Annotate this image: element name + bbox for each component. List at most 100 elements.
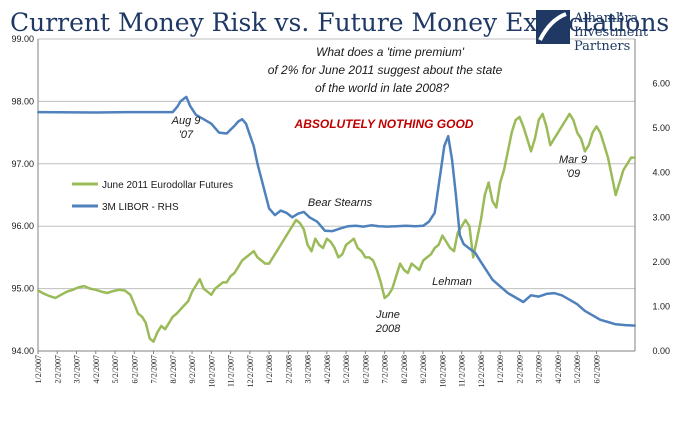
series-0-point-56 — [287, 231, 290, 234]
series-0-point-69 — [337, 256, 340, 259]
series-0-point-78 — [372, 259, 375, 262]
series-1-point-38 — [385, 225, 388, 228]
series-0-point-88 — [410, 262, 413, 265]
x-tick-label-1: 2/2/2007 — [53, 355, 62, 383]
series-0-point-1 — [42, 292, 45, 295]
series-0-point-146 — [634, 156, 636, 159]
series-0-point-63 — [314, 237, 317, 240]
series-0-point-82 — [387, 293, 390, 296]
aug-label-line-1: Aug 9 — [171, 115, 201, 127]
series-1-point-62 — [537, 295, 540, 298]
x-tick-label-0: 1/2/2007 — [34, 355, 43, 383]
series-0-point-110 — [495, 206, 498, 209]
series-1-point-7 — [189, 104, 192, 107]
series-0-point-141 — [614, 194, 617, 196]
x-tick-label-20: 9/2/2008 — [419, 355, 428, 383]
series-0-point-33 — [198, 278, 201, 281]
series-0-point-53 — [275, 250, 278, 253]
series-0-point-80 — [379, 281, 382, 284]
x-tick-label-7: 8/2/2007 — [169, 355, 178, 383]
series-0-point-24 — [160, 325, 163, 327]
series-1-point-18 — [252, 145, 255, 147]
series-0-point-2 — [48, 295, 51, 298]
x-tick-label-26: 3/2/2009 — [535, 355, 544, 383]
series-0-point-106 — [479, 219, 482, 221]
series-1-point-63 — [545, 292, 548, 295]
x-tick-label-15: 4/2/2008 — [323, 355, 332, 383]
x-tick-label-21: 10/2/2008 — [438, 355, 447, 387]
series-1-point-74 — [634, 324, 636, 327]
x-tick-label-3: 4/2/2007 — [92, 355, 101, 383]
series-0-point-121 — [537, 119, 540, 122]
x-tick-label-13: 2/2/2008 — [284, 355, 293, 383]
x-tick-label-2: 3/2/2007 — [73, 355, 82, 383]
series-0-point-93 — [429, 253, 432, 256]
series-0-point-21 — [148, 337, 151, 340]
x-tick-label-17: 6/2/2008 — [361, 355, 370, 383]
logo-line-2: Investment — [574, 25, 649, 40]
x-tick-label-28: 5/2/2009 — [573, 355, 582, 383]
series-0-point-139 — [607, 156, 609, 159]
series-1-point-72 — [614, 323, 617, 326]
series-1-point-25 — [291, 216, 294, 219]
series-0-point-23 — [156, 331, 159, 334]
series-1-point-68 — [583, 309, 586, 312]
series-1-point-54 — [479, 260, 482, 263]
series-1-point-28 — [308, 216, 311, 219]
series-0-point-52 — [271, 256, 274, 259]
series-1-point-42 — [422, 224, 425, 227]
logo-swoosh-icon — [538, 12, 567, 41]
aug-label-line-2: '07 — [179, 129, 194, 141]
series-1-point-8 — [194, 113, 197, 116]
series-0-point-95 — [437, 243, 440, 246]
logo-line-3: Partners — [574, 39, 630, 54]
series-0-point-97 — [445, 240, 448, 243]
series-0-point-127 — [560, 125, 563, 128]
series-1-point-45 — [439, 171, 442, 174]
series-0-point-68 — [333, 247, 336, 249]
x-tick-label-27: 4/2/2009 — [554, 355, 563, 383]
series-1-point-35 — [362, 225, 365, 228]
series-1-point-50 — [458, 234, 461, 237]
series-1-point-12 — [225, 132, 228, 135]
series-1-point-33 — [347, 225, 350, 228]
june-label-line-2: 2008 — [375, 323, 401, 335]
series-0-point-134 — [587, 144, 590, 147]
series-1-point-67 — [576, 303, 579, 306]
question-line-1: What does a 'time premium' — [316, 45, 465, 59]
series-0-point-41 — [229, 275, 232, 278]
series-1-point-58 — [506, 292, 509, 295]
series-1-point-36 — [370, 224, 373, 227]
series-0-point-5 — [65, 290, 68, 293]
right-tick-label-2: 2.00 — [652, 257, 670, 267]
series-0-point-130 — [572, 119, 575, 122]
series-0-point-138 — [603, 144, 606, 147]
series-0-point-27 — [171, 315, 174, 318]
series-1-point-14 — [237, 120, 240, 123]
x-tick-label-5: 6/2/2007 — [130, 355, 139, 383]
x-tick-label-10: 11/2/2007 — [227, 355, 236, 387]
series-0-point-74 — [356, 247, 359, 249]
series-0-point-36 — [210, 293, 213, 296]
series-1-point-15 — [241, 118, 244, 121]
series-0-point-92 — [426, 256, 428, 259]
series-1-point-2 — [129, 111, 132, 114]
series-1-point-17 — [248, 133, 251, 136]
series-0-point-140 — [610, 175, 613, 178]
series-0-point-39 — [221, 281, 224, 284]
series-1-point-64 — [553, 292, 556, 295]
series-0-point-25 — [164, 328, 167, 331]
series-1-point-0 — [37, 111, 39, 114]
x-tick-label-14: 3/2/2008 — [304, 355, 313, 383]
x-tick-label-9: 10/2/2007 — [207, 355, 216, 387]
series-0-point-135 — [591, 131, 594, 134]
series-0-point-59 — [298, 222, 301, 225]
series-0-point-48 — [256, 256, 259, 259]
series-0-point-38 — [218, 284, 220, 287]
series-0-point-57 — [291, 225, 294, 228]
series-0-point-84 — [395, 275, 398, 278]
series-0-point-128 — [564, 119, 567, 122]
headline-annotation: ABSOLUTELY NOTHING GOOD — [294, 117, 474, 131]
mar-label-line-2: '09 — [566, 168, 580, 180]
series-1-point-49 — [454, 194, 457, 196]
